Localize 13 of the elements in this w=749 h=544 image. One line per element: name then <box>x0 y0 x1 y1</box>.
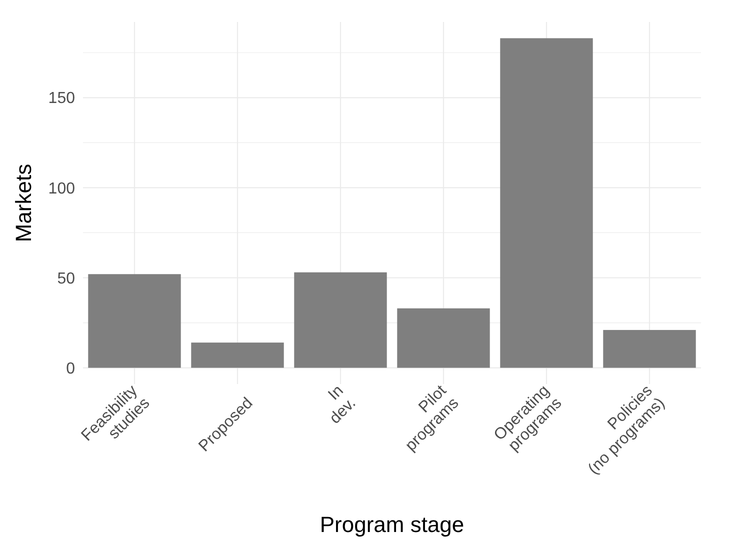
y-tick-label: 50 <box>57 270 76 288</box>
bar <box>500 38 593 368</box>
bar <box>191 342 284 368</box>
y-tick-label: 150 <box>48 90 76 108</box>
bar <box>397 308 490 368</box>
y-tick-label: 100 <box>48 180 76 198</box>
x-axis-title: Program stage <box>320 512 464 537</box>
x-tick-label: In dev. <box>325 382 360 428</box>
bar <box>294 272 387 368</box>
bar <box>603 330 696 368</box>
y-tick-label: 0 <box>66 360 76 378</box>
bar <box>88 274 181 368</box>
y-axis-title: Markets <box>11 164 36 242</box>
